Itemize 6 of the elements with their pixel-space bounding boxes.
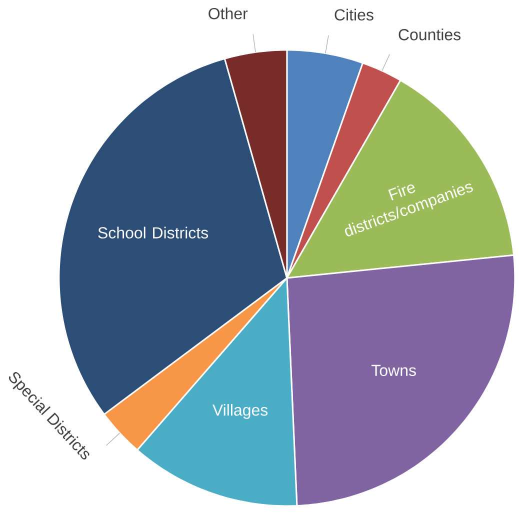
slice-label: School Districts <box>98 226 208 239</box>
slice-label: Counties <box>398 28 461 40</box>
slice-label: Other <box>208 8 248 20</box>
slice-label: Towns <box>372 364 416 376</box>
slice-label: Villages <box>212 404 268 419</box>
slice-label: Cities <box>334 8 374 21</box>
